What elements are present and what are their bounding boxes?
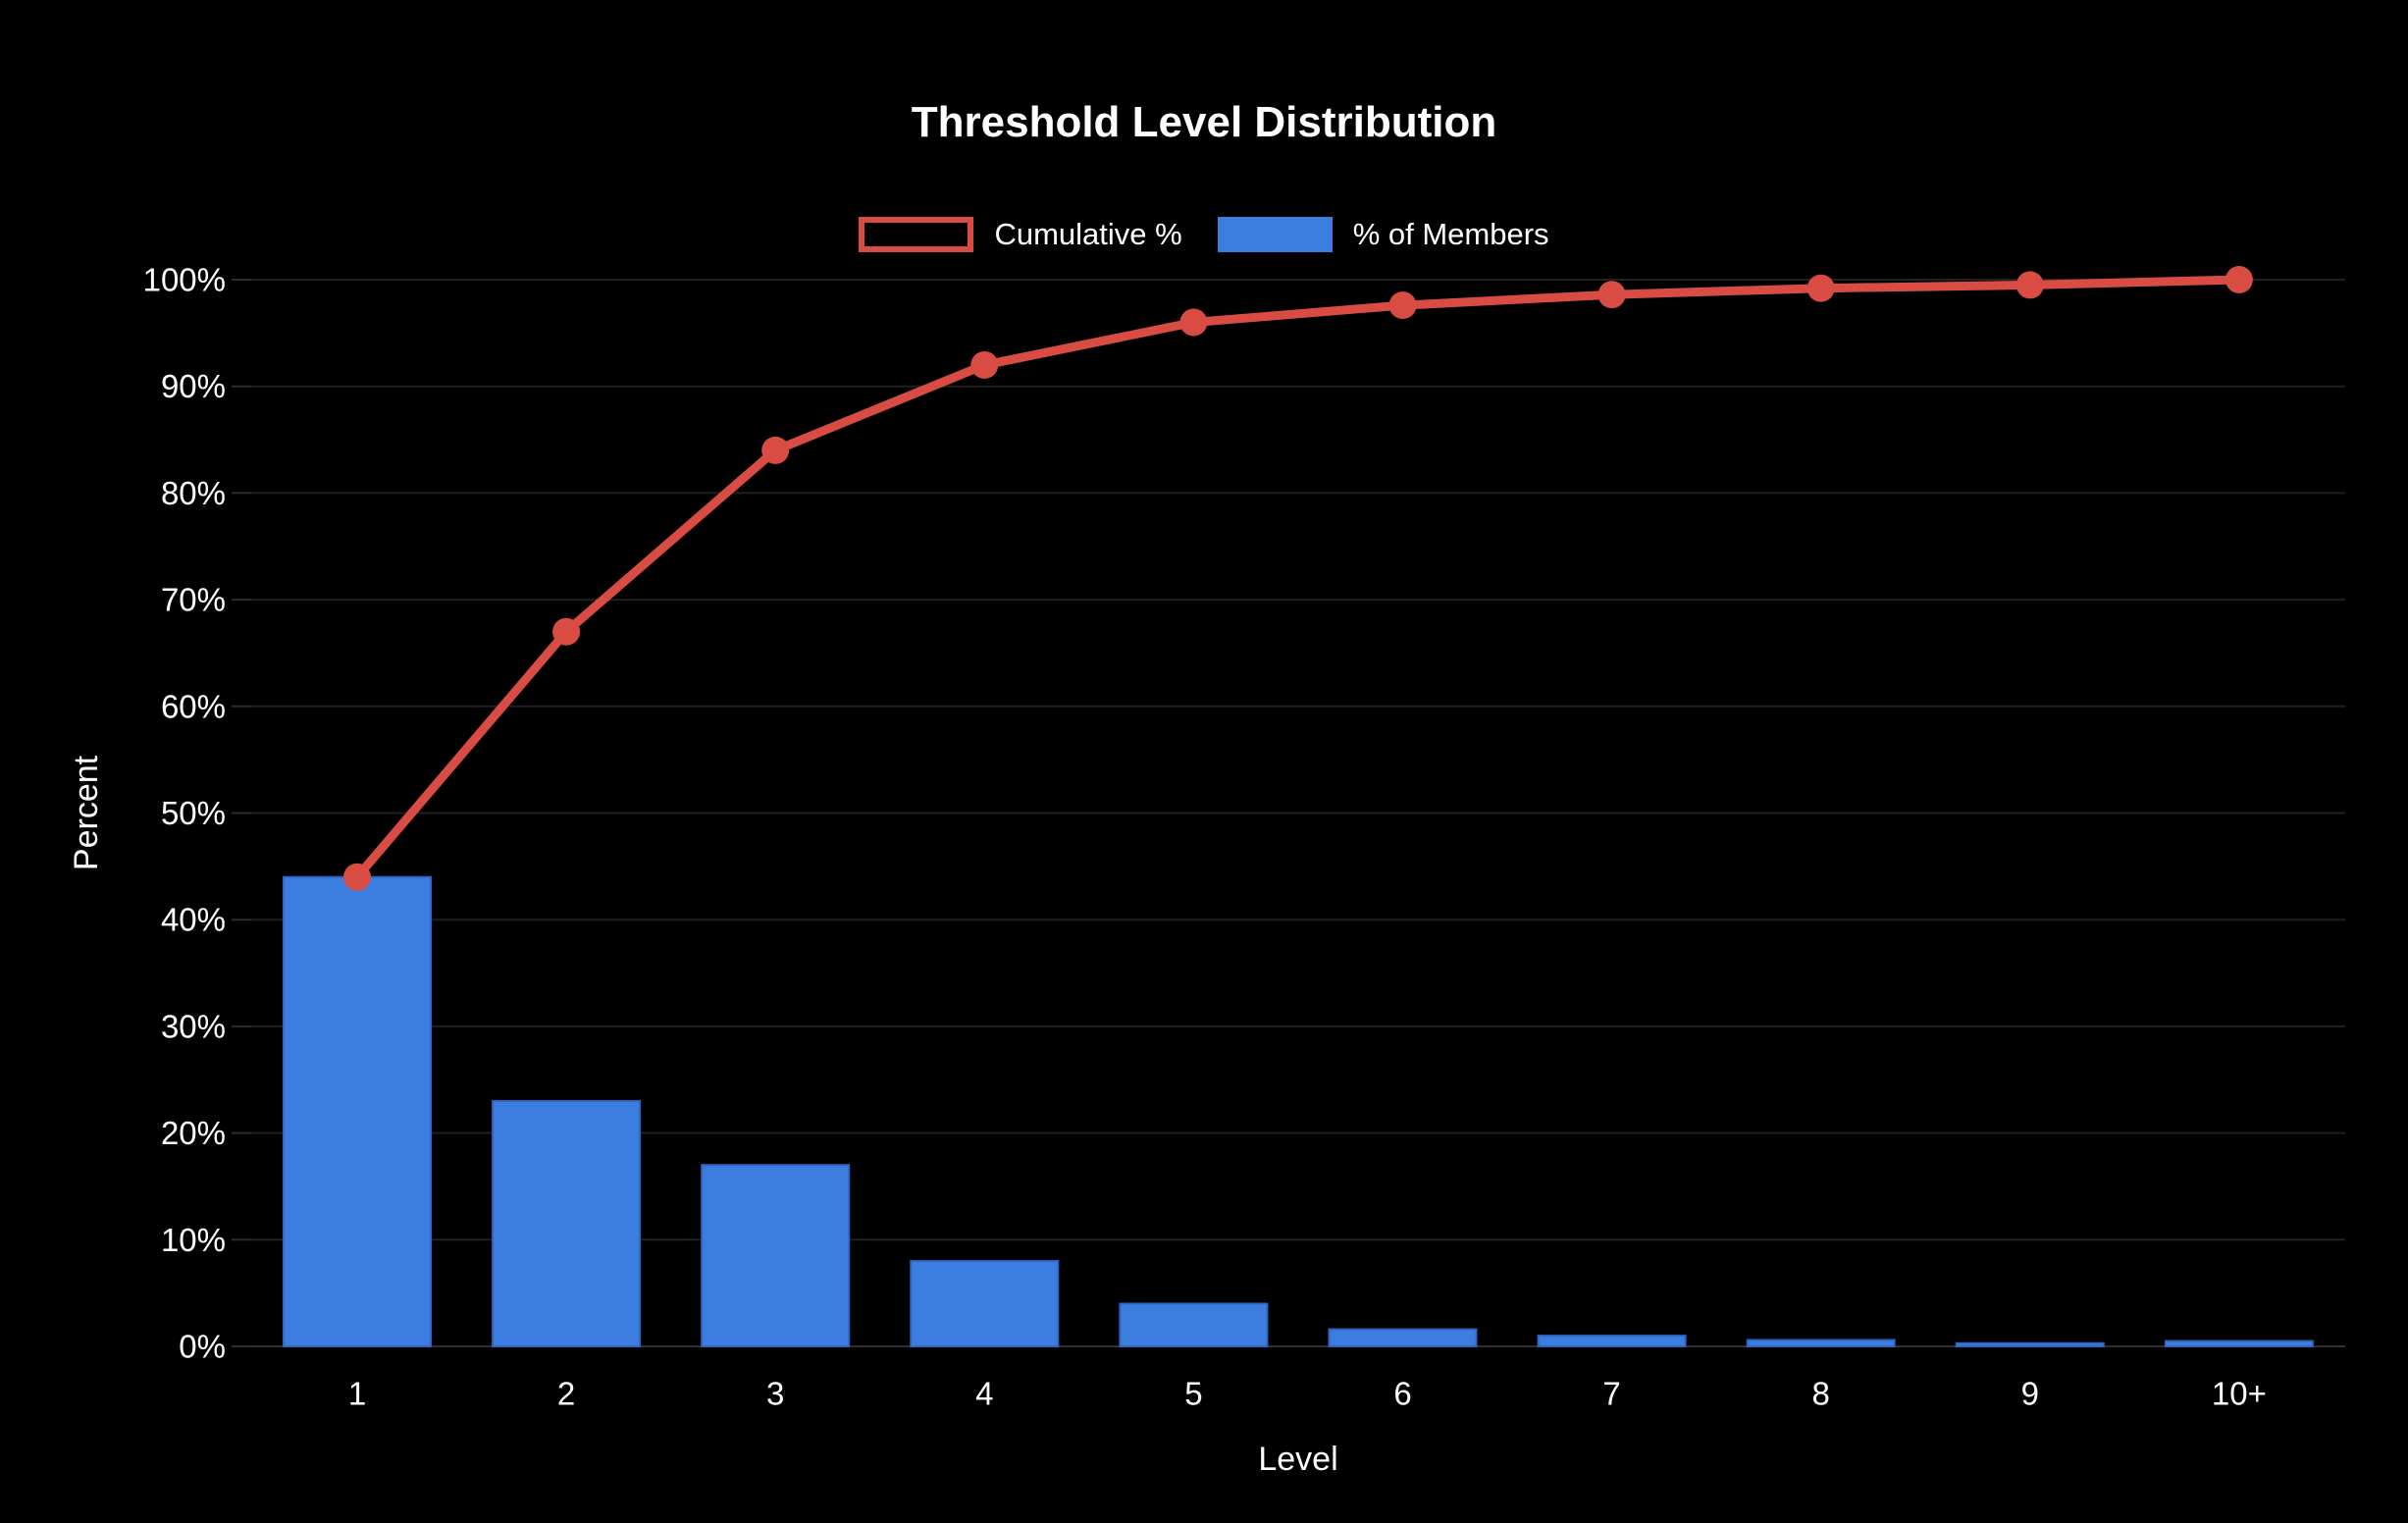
cumulative-point-7[interactable] xyxy=(1597,281,1626,309)
bar-level-7[interactable] xyxy=(1537,1335,1687,1348)
x-tick-label-4: 4 xyxy=(975,1376,993,1412)
y-tick-label-80%: 80% xyxy=(161,475,226,511)
cumulative-point-9[interactable] xyxy=(2015,271,2044,299)
x-tick-label-7: 7 xyxy=(1602,1376,1620,1412)
bar-level-8[interactable] xyxy=(1746,1339,1896,1348)
cumulative-point-10+[interactable] xyxy=(2225,266,2253,293)
x-tick-label-8: 8 xyxy=(1812,1376,1830,1412)
chart-legend: Cumulative % % of Members xyxy=(0,217,2408,252)
legend-label-members: % of Members xyxy=(1352,217,1549,251)
cumulative-point-1[interactable] xyxy=(343,863,371,891)
bar-level-2[interactable] xyxy=(492,1099,642,1347)
cumulative-point-3[interactable] xyxy=(761,436,790,464)
x-tick-label-2: 2 xyxy=(557,1376,575,1412)
cumulative-line-swatch-icon xyxy=(859,217,974,252)
y-tick-label-30%: 30% xyxy=(161,1008,226,1044)
bar-level-9[interactable] xyxy=(1955,1341,2105,1348)
y-tick-label-20%: 20% xyxy=(161,1115,226,1151)
cumulative-point-4[interactable] xyxy=(970,350,999,379)
cumulative-point-2[interactable] xyxy=(552,617,581,646)
y-tick-label-40%: 40% xyxy=(161,902,226,938)
x-tick-label-10+: 10+ xyxy=(2212,1376,2267,1412)
bar-level-5[interactable] xyxy=(1119,1302,1269,1348)
cumulative-line xyxy=(352,275,2244,882)
bar-level-10+[interactable] xyxy=(2164,1339,2314,1347)
legend-label-cumulative: Cumulative % xyxy=(994,217,1182,251)
x-tick-label-1: 1 xyxy=(348,1376,366,1412)
x-tick-label-5: 5 xyxy=(1184,1376,1202,1412)
x-axis-title: Level xyxy=(1258,1441,1337,1478)
y-tick-label-60%: 60% xyxy=(161,688,226,724)
y-tick-label-70%: 70% xyxy=(161,582,226,618)
x-tick-label-6: 6 xyxy=(1393,1376,1411,1412)
chart-title: Threshold Level Distribution xyxy=(911,98,1497,146)
cumulative-point-6[interactable] xyxy=(1388,291,1417,320)
cumulative-point-5[interactable] xyxy=(1179,308,1208,337)
bar-level-6[interactable] xyxy=(1328,1328,1478,1348)
y-tick-label-50%: 50% xyxy=(161,795,226,831)
y-tick-label-10%: 10% xyxy=(161,1222,226,1258)
bar-level-4[interactable] xyxy=(910,1260,1060,1348)
y-tick-label-0%: 0% xyxy=(179,1329,226,1365)
y-tick-label-100%: 100% xyxy=(143,262,226,298)
bar-level-1[interactable] xyxy=(283,875,432,1347)
members-bar-swatch-icon xyxy=(1217,217,1333,252)
legend-item-cumulative[interactable]: Cumulative % xyxy=(859,217,1182,252)
x-tick-label-9: 9 xyxy=(2021,1376,2039,1412)
x-tick-label-3: 3 xyxy=(766,1376,784,1412)
bar-level-3[interactable] xyxy=(701,1164,851,1347)
y-axis-title: Percent xyxy=(68,755,105,870)
cumulative-point-8[interactable] xyxy=(1806,274,1835,302)
legend-item-members[interactable]: % of Members xyxy=(1217,217,1549,252)
y-tick-label-90%: 90% xyxy=(161,368,226,404)
